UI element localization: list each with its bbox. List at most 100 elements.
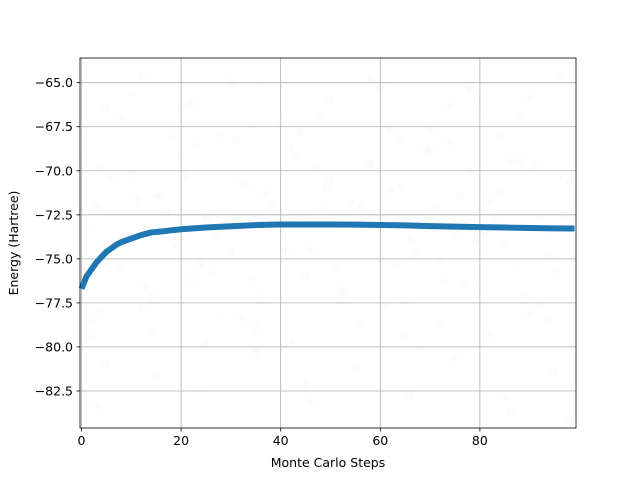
sample-point [151, 191, 161, 200]
sample-point [500, 240, 510, 250]
x-tick-label: 80 [472, 433, 488, 448]
sample-point [510, 258, 519, 267]
sample-point [555, 170, 564, 179]
sample-point [77, 388, 86, 398]
running-mean-series [78, 221, 575, 290]
plot-area-background [80, 58, 576, 428]
sample-point [276, 117, 285, 126]
sample-point [87, 333, 96, 343]
sample-point [251, 347, 261, 357]
sample-point [400, 332, 410, 341]
sample-point [127, 88, 136, 98]
sample-point [376, 252, 385, 262]
sample-point [301, 379, 310, 389]
sample-point [316, 205, 325, 214]
sample-point [306, 397, 315, 406]
y-axis-label: Energy (Hartree) [6, 191, 21, 296]
sample-point [400, 296, 410, 306]
sample-point [331, 265, 340, 274]
sample-point [570, 254, 579, 264]
sample-point [261, 189, 271, 198]
sample-point [107, 173, 116, 183]
sample-point [301, 270, 310, 279]
sample-point [231, 134, 241, 144]
sample-point [166, 235, 176, 244]
x-axis-ticks: 0 20 40 60 80 [78, 428, 488, 448]
sample-point [246, 273, 256, 283]
sample-point [127, 170, 136, 179]
sample-point [326, 175, 335, 184]
sample-point [381, 300, 390, 309]
sample-point [97, 162, 106, 172]
sample-point [137, 303, 146, 313]
sample-point [336, 286, 345, 295]
sample-point [186, 275, 196, 285]
sample-point [366, 159, 375, 168]
grid-lines [80, 58, 576, 428]
sample-point [341, 288, 350, 297]
sample-point [485, 196, 495, 205]
sample-point [286, 337, 295, 346]
sample-point [495, 187, 505, 197]
sample-point [196, 259, 206, 269]
sample-point [246, 120, 256, 130]
sample-point [455, 191, 465, 200]
sample-point [420, 145, 430, 154]
x-tick-label: 20 [173, 433, 189, 448]
sample-point [346, 198, 355, 207]
y-axis-ticks: −65.0 −67.5 −70.0 −72.5 −75.0 −77.5 −80.0 −82.5 [35, 75, 80, 399]
sample-point [495, 131, 505, 140]
sample-point [435, 319, 445, 329]
sample-point [201, 214, 211, 223]
sample-point [236, 314, 246, 324]
sample-point [117, 263, 126, 272]
sample-point [181, 171, 191, 181]
sample-point [520, 289, 529, 299]
sample-point [356, 321, 365, 331]
sample-point [171, 242, 181, 251]
sample-point [535, 210, 544, 220]
sample-point [236, 178, 246, 188]
sample-point [146, 291, 156, 301]
sample-point [296, 127, 305, 137]
sample-point [102, 104, 111, 114]
x-tick-label: 60 [372, 433, 388, 448]
sample-point [530, 161, 539, 170]
sample-point [141, 282, 151, 292]
sample-point [251, 323, 261, 332]
sample-point [356, 201, 365, 211]
sample-point [460, 279, 470, 288]
sample-point [226, 247, 236, 257]
sample-point [156, 192, 166, 202]
sample-point [450, 229, 460, 239]
x-axis-label: Monte Carlo Steps [271, 455, 386, 470]
sample-point [515, 113, 524, 123]
sample-point [525, 309, 534, 318]
sample-point [555, 73, 564, 82]
sample-point [410, 249, 420, 258]
y-tick-label: −80.0 [35, 339, 73, 354]
sample-point [465, 85, 475, 94]
sample-point [565, 177, 574, 186]
sample-point [366, 74, 375, 84]
sample-point [117, 115, 126, 124]
sample-point [385, 125, 395, 135]
sample-point [425, 124, 435, 133]
sample-point [490, 214, 500, 223]
sample-point [316, 111, 325, 121]
sample-point [425, 147, 435, 156]
sample-point [390, 261, 400, 271]
y-tick-label: −67.5 [35, 119, 73, 134]
sample-point [151, 372, 161, 382]
sample-point [216, 312, 226, 322]
sample-point [146, 326, 156, 336]
sample-point [186, 99, 196, 109]
sample-point [311, 164, 320, 174]
sample-point [560, 212, 569, 221]
sample-point [525, 92, 534, 102]
sample-point [450, 355, 460, 364]
sample-point [87, 318, 96, 327]
sample-point [286, 143, 295, 153]
sample-point [77, 140, 86, 149]
sample-point [445, 101, 455, 110]
